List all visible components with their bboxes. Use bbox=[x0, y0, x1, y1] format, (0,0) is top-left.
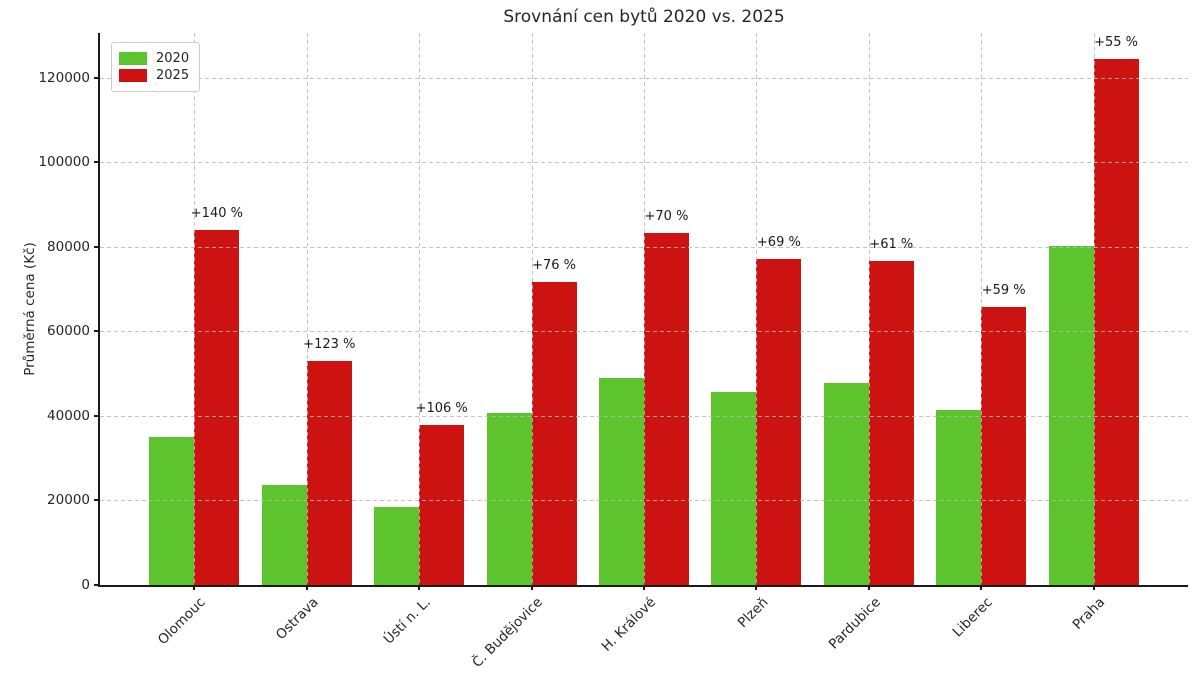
y-tick-label: 0 bbox=[81, 577, 90, 593]
x-gridline bbox=[306, 33, 308, 585]
pct-change-label: +55 % bbox=[1094, 35, 1139, 51]
x-gridline bbox=[644, 33, 645, 585]
x-tick-label: Ústí n. L. bbox=[380, 594, 434, 648]
x-tick-label: Liberec bbox=[949, 594, 996, 641]
bar-2020--bud-jovice bbox=[486, 413, 532, 585]
y-tick-mark bbox=[94, 76, 100, 79]
bar-2025-ostrava bbox=[306, 361, 352, 585]
bar-2020-h-kr-lov- bbox=[599, 377, 644, 585]
x-gridline bbox=[531, 33, 533, 585]
bar-2020-praha bbox=[1048, 245, 1094, 585]
x-tick-mark bbox=[867, 585, 870, 590]
y-tick-label: 80000 bbox=[47, 238, 90, 255]
bar-2020-plze- bbox=[711, 392, 757, 585]
x-tick-label: Plzeň bbox=[734, 594, 772, 631]
y-tick-label: 100000 bbox=[38, 154, 90, 171]
x-gridline bbox=[1093, 33, 1095, 585]
chart-title: Srovnání cen bytů 2020 vs. 2025 bbox=[503, 7, 785, 27]
pct-change-label: +140 % bbox=[190, 206, 243, 222]
bar-2020-liberec bbox=[936, 409, 982, 585]
legend-item-2020: 2020 bbox=[119, 51, 189, 66]
y-tick-mark bbox=[94, 584, 100, 586]
bar-2025-h-kr-lov- bbox=[644, 233, 689, 585]
x-tick-mark bbox=[193, 585, 196, 590]
x-tick-mark bbox=[755, 585, 758, 590]
x-tick-mark bbox=[305, 585, 308, 590]
bar-2025--bud-jovice bbox=[531, 282, 577, 585]
bar-2020-ostrava bbox=[261, 484, 307, 585]
x-gridline bbox=[194, 33, 196, 585]
bar-2025-pardubice bbox=[868, 260, 914, 585]
x-gridline bbox=[756, 33, 758, 585]
x-tick-label: Č. Budějovice bbox=[469, 594, 547, 671]
legend-label: 2025 bbox=[156, 68, 190, 83]
x-tick-mark bbox=[643, 585, 645, 590]
x-tick-label: Pardubice bbox=[825, 594, 884, 653]
bar-2025-praha bbox=[1093, 59, 1139, 585]
y-tick-label: 40000 bbox=[47, 407, 90, 424]
pct-change-label: +59 % bbox=[981, 282, 1026, 298]
x-tick-mark bbox=[530, 585, 533, 590]
bar-2025-liberec bbox=[981, 306, 1027, 585]
x-tick-mark bbox=[980, 585, 983, 590]
x-tick-mark bbox=[418, 585, 421, 590]
pct-change-label: +123 % bbox=[303, 337, 356, 353]
y-tick-mark bbox=[94, 161, 100, 164]
pct-change-label: +70 % bbox=[644, 209, 689, 225]
y-tick-mark bbox=[94, 499, 100, 502]
pct-change-label: +61 % bbox=[869, 236, 914, 252]
legend: 2020 2025 bbox=[111, 42, 201, 92]
x-tick-label: Ostrava bbox=[272, 594, 322, 644]
y-tick-mark bbox=[94, 414, 100, 417]
bar-2020-pardubice bbox=[823, 383, 869, 585]
bar-2020--st-n-l- bbox=[374, 507, 420, 585]
x-gridline bbox=[419, 33, 421, 585]
x-tick-label: H. Králové bbox=[598, 594, 659, 655]
pct-change-label: +106 % bbox=[415, 400, 468, 416]
x-axis-spine bbox=[98, 585, 1188, 587]
x-gridline bbox=[868, 33, 870, 585]
bar-2020-olomouc bbox=[149, 437, 195, 585]
bar-2025-olomouc bbox=[194, 230, 240, 585]
y-tick-label: 120000 bbox=[38, 69, 90, 86]
legend-item-2025: 2025 bbox=[119, 68, 189, 83]
y-tick-label: 60000 bbox=[47, 323, 90, 340]
x-tick-mark bbox=[1092, 585, 1095, 590]
y-tick-mark bbox=[94, 245, 100, 248]
bar-2025-plze- bbox=[756, 259, 802, 585]
legend-swatch-2025 bbox=[119, 69, 147, 82]
y-tick-label: 20000 bbox=[47, 492, 90, 509]
x-gridline bbox=[981, 33, 983, 585]
x-tick-label: Olomouc bbox=[155, 594, 210, 649]
pct-change-label: +76 % bbox=[532, 258, 577, 274]
x-tick-label: Praha bbox=[1069, 594, 1109, 633]
y-axis-spine bbox=[98, 33, 100, 587]
legend-label: 2020 bbox=[156, 51, 190, 66]
y-tick-mark bbox=[94, 330, 100, 333]
bar-2025--st-n-l- bbox=[419, 424, 465, 585]
legend-swatch-2020 bbox=[119, 52, 147, 65]
pct-change-label: +69 % bbox=[756, 235, 801, 251]
